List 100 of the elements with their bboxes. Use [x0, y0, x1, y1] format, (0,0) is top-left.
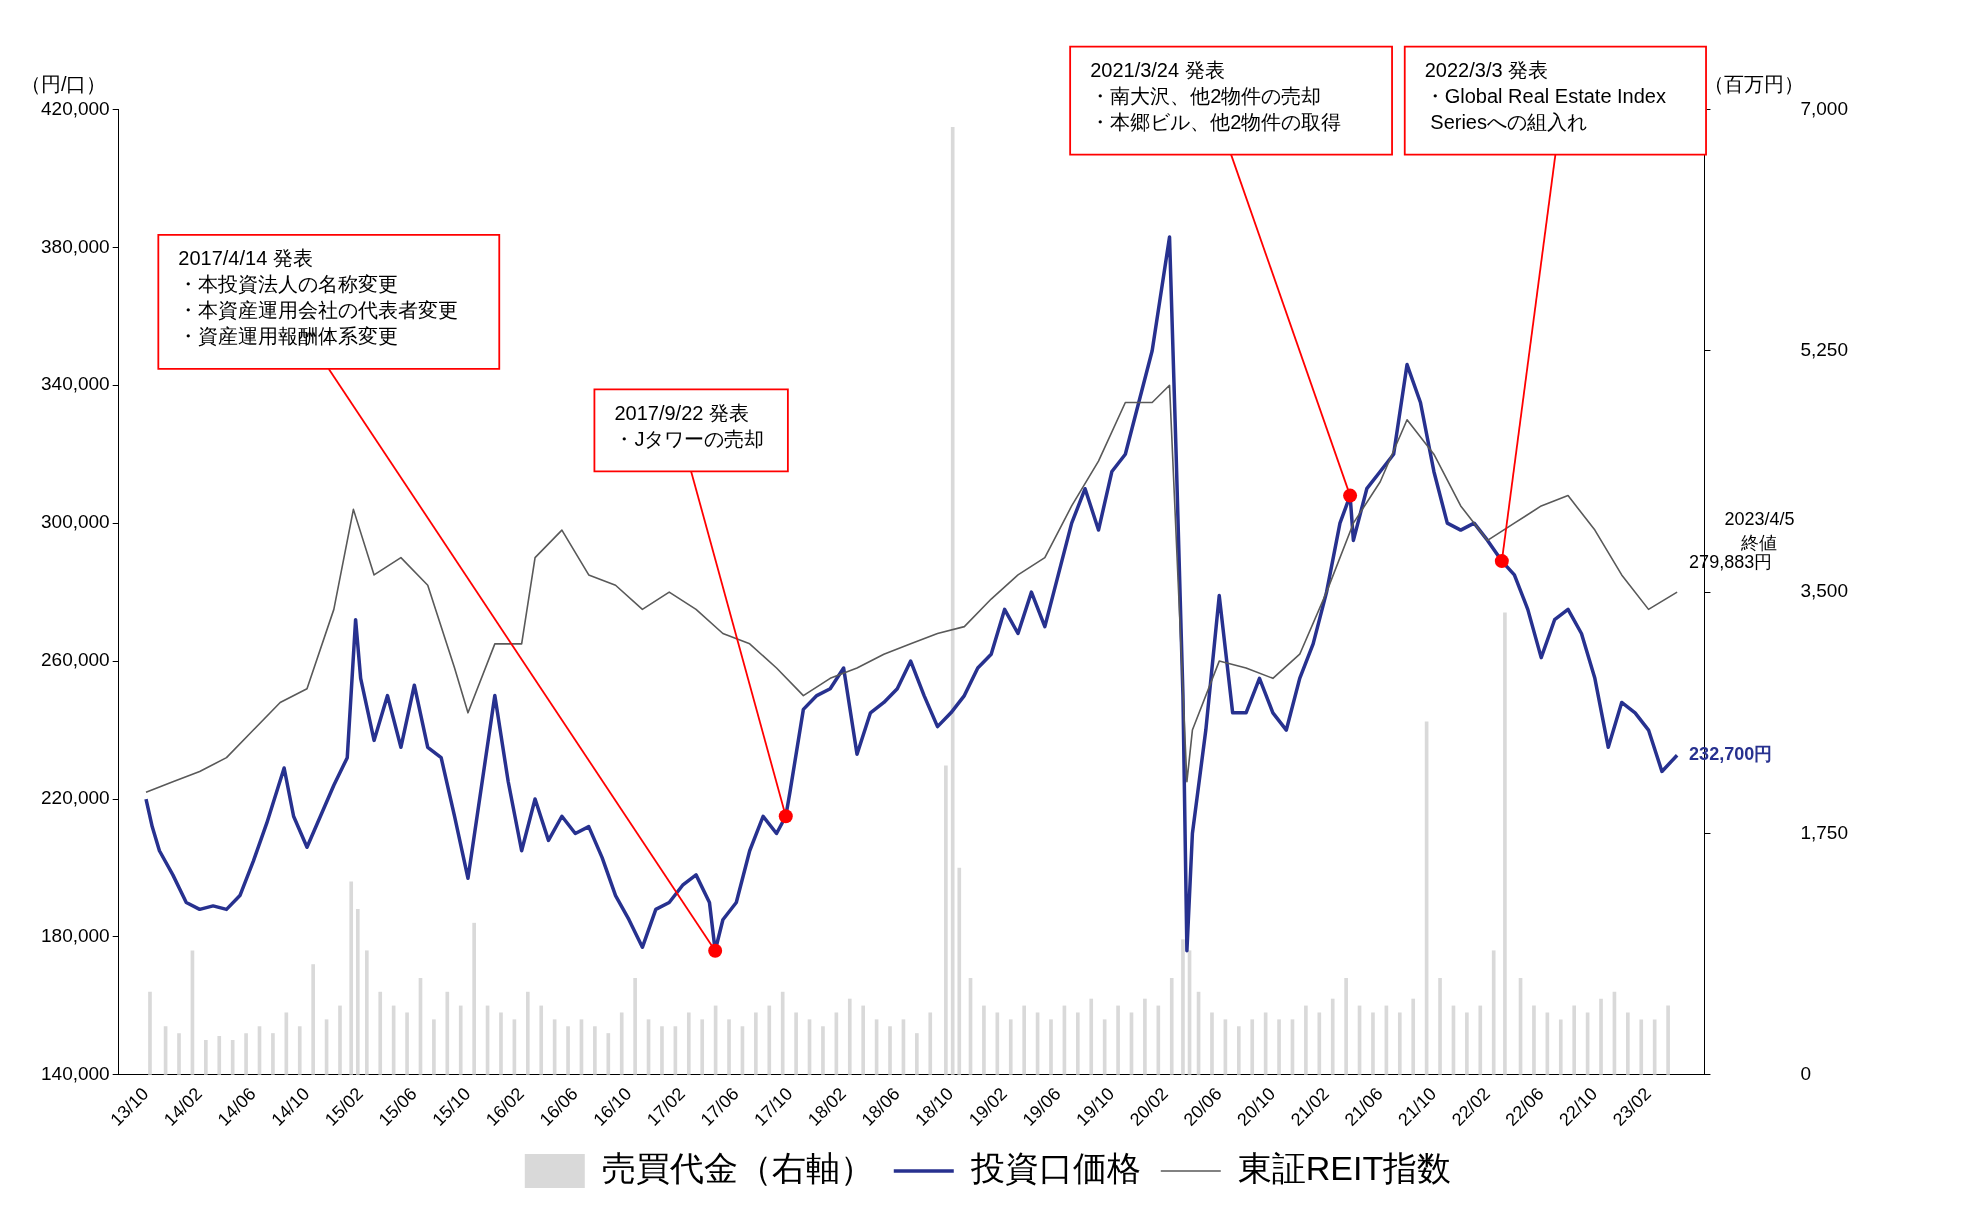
- legend-label: 東証REIT指数: [1237, 1149, 1452, 1188]
- y2-tick-label: 1,750: [1800, 821, 1848, 843]
- bar: [1626, 1012, 1630, 1075]
- bar: [727, 1019, 731, 1075]
- bar: [1438, 978, 1442, 1075]
- bar: [271, 1033, 275, 1075]
- bar: [1156, 1005, 1161, 1075]
- annotation: 2017/4/14 発表・本投資法人の名称変更・本資産運用会社の代表者変更・資産運用報酬体系変更: [178, 247, 459, 348]
- bar: [1143, 998, 1147, 1075]
- bar: [660, 1026, 664, 1075]
- bar: [1049, 1019, 1053, 1075]
- bar: [1330, 998, 1335, 1075]
- annotation: 2017/9/22 発表・Jタワーの売却: [614, 401, 765, 450]
- bar: [754, 1012, 758, 1075]
- bar: [619, 1012, 624, 1075]
- legend-label: 売買代金（右軸）: [601, 1149, 874, 1188]
- y-axis-title: （円/口）: [20, 72, 107, 95]
- bar: [378, 991, 383, 1075]
- bar: [1089, 998, 1094, 1075]
- bar: [1116, 1005, 1120, 1075]
- bar: [593, 1026, 597, 1075]
- bar: [1411, 998, 1416, 1075]
- bar: [1304, 1005, 1308, 1075]
- bar: [847, 998, 852, 1075]
- y-tick-label: 140,000: [40, 1063, 110, 1085]
- bar: [1344, 978, 1348, 1075]
- bar: [177, 1033, 181, 1075]
- bar: [821, 1026, 825, 1075]
- y2-tick-label: 0: [1800, 1063, 1812, 1085]
- y2-tick-label: 7,000: [1800, 97, 1848, 119]
- bar: [539, 1005, 544, 1075]
- bar: [1076, 1012, 1080, 1075]
- text: 2023/4/5 終値: [1724, 508, 1795, 553]
- y-tick-label: 220,000: [40, 787, 110, 809]
- y-tick-label: 380,000: [40, 235, 110, 257]
- bar: [950, 127, 955, 1075]
- bar: [1181, 939, 1185, 1075]
- y-tick-label: 420,000: [40, 97, 110, 119]
- bar: [1022, 1005, 1026, 1075]
- bar: [700, 1019, 705, 1075]
- bar: [1491, 950, 1496, 1075]
- y2-tick-label: 5,250: [1800, 339, 1848, 360]
- bar: [432, 1019, 436, 1075]
- bar: [311, 964, 315, 1075]
- legend-label: 投資口価格: [969, 1149, 1141, 1188]
- bar: [1210, 1012, 1214, 1075]
- bar: [566, 1026, 570, 1075]
- bar: [525, 991, 530, 1075]
- annotation: 2022/3/3 発表・Global Real Estate Index Seriesへの組入れ: [1424, 59, 1666, 134]
- bar: [1236, 1026, 1241, 1075]
- bar: [767, 1005, 772, 1075]
- bar: [244, 1033, 248, 1075]
- bar: [499, 1012, 503, 1075]
- bar: [204, 1040, 208, 1075]
- bar: [458, 1005, 463, 1075]
- bar: [230, 1040, 235, 1075]
- bar: [349, 881, 354, 1075]
- bar: [217, 1035, 222, 1075]
- bar: [633, 978, 637, 1075]
- bar: [1503, 612, 1507, 1075]
- y-tick-label: 300,000: [40, 511, 110, 533]
- bar: [982, 1005, 986, 1075]
- bar: [1478, 1005, 1483, 1075]
- bar: [1532, 1005, 1536, 1075]
- bar: [472, 922, 476, 1075]
- bar: [1008, 1019, 1013, 1075]
- bar: [148, 991, 152, 1075]
- y-tick-label: 340,000: [40, 373, 110, 395]
- bar: [1558, 1019, 1563, 1075]
- bar: [1652, 1019, 1657, 1075]
- bar: [1639, 1019, 1644, 1075]
- bar: [780, 991, 785, 1075]
- bar: [1250, 1019, 1255, 1075]
- bar: [915, 1033, 919, 1075]
- bar: [364, 950, 369, 1075]
- bar: [1572, 1005, 1577, 1075]
- bar: [944, 765, 948, 1075]
- y2-axis-title: （百万円）: [1704, 72, 1805, 95]
- y2-tick-label: 3,500: [1800, 580, 1848, 602]
- bar: [338, 1005, 342, 1075]
- bar: [1465, 1012, 1469, 1075]
- annotation: 2021/3/24 発表・南大沢、他2物件の売却・本郷ビル、他2物件の取得: [1090, 59, 1342, 134]
- y-tick-label: 180,000: [40, 925, 110, 947]
- bar: [957, 867, 962, 1075]
- bar: [1169, 978, 1174, 1075]
- bar: [355, 909, 360, 1075]
- bar: [686, 1012, 691, 1075]
- bar: [606, 1033, 611, 1075]
- bar: [888, 1026, 892, 1075]
- bar: [1277, 1019, 1281, 1075]
- bar: [1599, 998, 1603, 1075]
- bar: [1397, 1012, 1402, 1075]
- bar: [297, 1026, 302, 1075]
- bar: [794, 1012, 798, 1075]
- bar: [445, 991, 450, 1075]
- bar: [1371, 1012, 1375, 1075]
- bar: [928, 1012, 933, 1075]
- bar: [1317, 1012, 1322, 1075]
- bar: [1666, 1005, 1670, 1075]
- bar: [405, 1012, 409, 1075]
